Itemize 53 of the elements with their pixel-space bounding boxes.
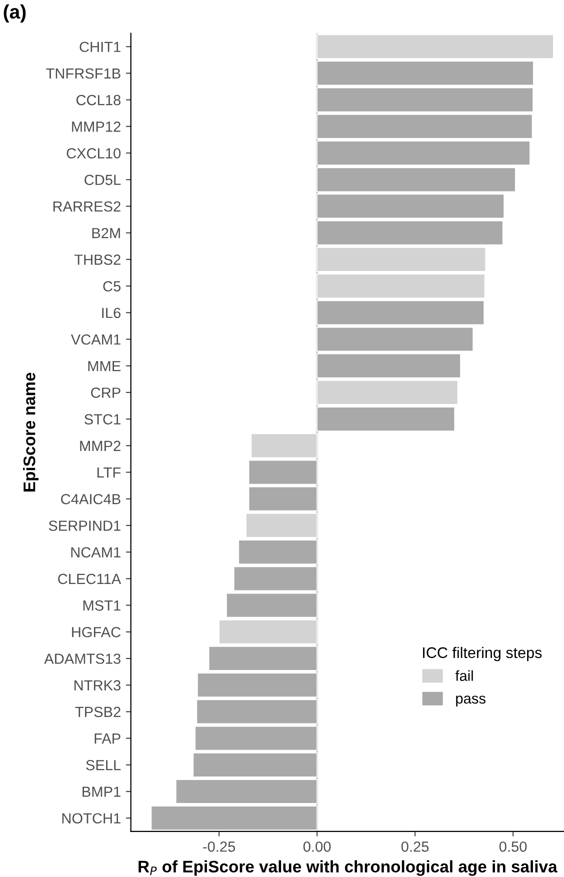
chart-title: (a) (4, 4, 26, 23)
y-tick-label: VCAM1 (70, 334, 120, 345)
legend-label: pass (456, 696, 486, 707)
y-tick-label: B2M (92, 228, 120, 238)
bar (316, 300, 484, 326)
bar (226, 592, 318, 618)
y-tick-label: CLEC11A (58, 574, 122, 584)
y-tick-label: SELL (86, 760, 121, 770)
bar (316, 60, 534, 86)
y-axis-title: EpiScore name (23, 372, 39, 492)
y-tick-label: LTF (97, 468, 121, 478)
y-tick-label: CRP (91, 388, 120, 398)
y-tick-label: C5 (103, 281, 121, 292)
x-axis-title: R$_{P}$ of EpiScore value with chronological age in saliva (138, 860, 558, 876)
x-tick-label: -0.25 (203, 842, 236, 852)
y-tick-label: CHIT1 (80, 42, 120, 52)
bar (316, 326, 474, 352)
x-tick-label: 0.00 (303, 842, 331, 852)
bar (248, 460, 318, 485)
bar (316, 194, 504, 219)
y-tick-label: HGFAC (72, 626, 121, 638)
legend-title: ICC filtering steps (423, 646, 542, 662)
y-tick-label: IL6 (102, 308, 120, 318)
y-tick-label: NOTCH1 (62, 813, 120, 824)
y-tick-label: C4AIC4B (61, 494, 120, 504)
y-tick-label: CD5L (84, 174, 121, 186)
y-tick-label: SERPIND1 (48, 520, 120, 531)
bar (316, 87, 534, 112)
y-tick-label: MMP2 (80, 440, 120, 451)
y-tick-label: TNFRSF1B (46, 68, 120, 79)
x-tick-label: 0.50 (499, 842, 527, 852)
y-tick-label: CXCL10 (66, 148, 121, 158)
y-tick-label: STC1 (84, 414, 120, 424)
y-tick-label: TPSB2 (75, 706, 120, 718)
bar (316, 167, 516, 192)
bar (194, 726, 318, 751)
y-tick-label: THBS2 (74, 254, 120, 265)
y-tick-label: RARRES2 (53, 201, 120, 212)
bar (316, 220, 504, 246)
y-tick-label: CCL18 (76, 94, 120, 106)
bar (234, 566, 318, 592)
bar (316, 353, 461, 378)
y-tick-label: MMP12 (72, 122, 120, 132)
y-tick-label: MST1 (83, 600, 120, 611)
y-tick-label: ADAMTS13 (44, 654, 120, 664)
y-tick-label: BMP1 (82, 786, 120, 797)
y-tick-label: FAP (94, 734, 120, 744)
bar (196, 699, 318, 724)
x-tick-label: 0.25 (401, 842, 429, 852)
legend-label: fail (455, 670, 473, 681)
y-tick-label: NCAM1 (71, 547, 120, 558)
y-tick-label: NTRK3 (74, 680, 120, 691)
y-tick-label: MME (88, 361, 120, 372)
